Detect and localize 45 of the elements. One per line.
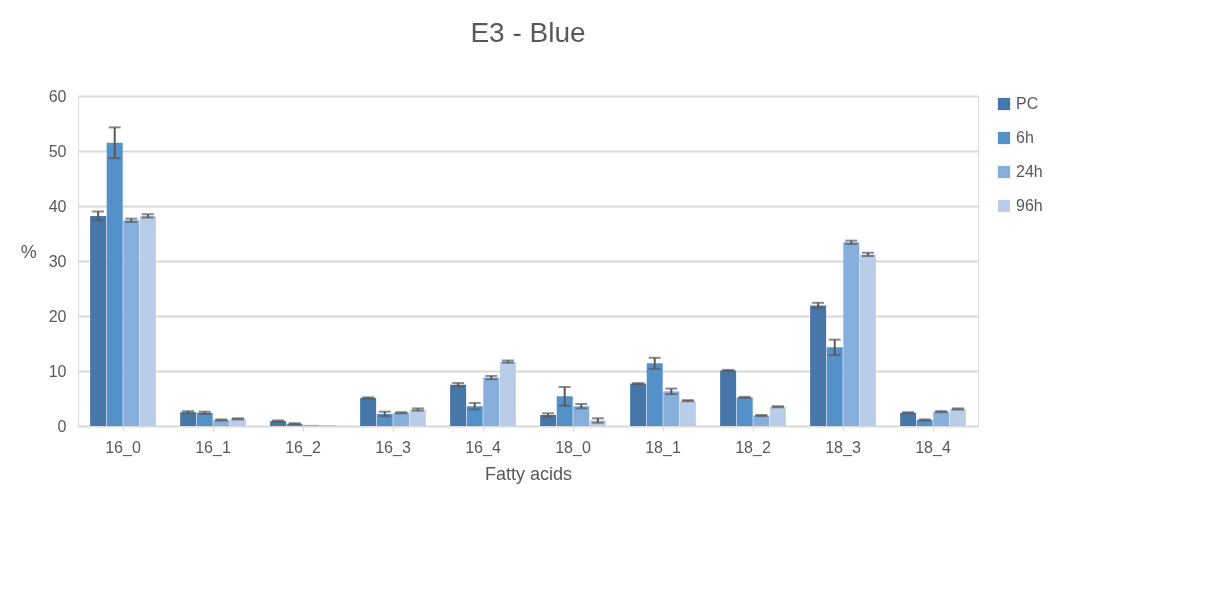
x-tick-label: 18_0 — [555, 438, 591, 457]
bar — [720, 370, 737, 426]
x-tick-label: 18_2 — [735, 438, 771, 457]
bar — [769, 406, 786, 426]
y-axis-title: % — [20, 241, 37, 262]
bar — [646, 363, 663, 426]
chart-title: E3 - Blue — [470, 17, 586, 48]
bar — [499, 361, 516, 426]
bar — [679, 400, 696, 426]
y-tick-label: 30 — [48, 252, 67, 270]
x-tick-label: 16_4 — [465, 438, 501, 457]
y-tick-label: 50 — [48, 142, 67, 160]
bar — [139, 215, 156, 426]
bar — [393, 412, 410, 426]
bar — [843, 242, 860, 426]
bar — [229, 418, 246, 426]
x-tick-label: 18_4 — [915, 438, 951, 457]
bar — [556, 396, 573, 426]
bar — [450, 384, 467, 426]
y-tick-label: 10 — [48, 362, 67, 380]
bar — [826, 347, 843, 426]
bar — [123, 220, 140, 426]
bar — [949, 408, 966, 426]
x-tick-label: 18_3 — [825, 438, 861, 457]
bar — [360, 397, 377, 426]
y-tick-label: 0 — [57, 417, 67, 435]
legend-label: 96h — [1016, 197, 1043, 214]
bar — [106, 142, 123, 426]
x-tick-label: 16_0 — [105, 438, 141, 457]
x-tick-label: 16_2 — [285, 438, 321, 457]
x-axis-title: Fatty acids — [484, 463, 573, 484]
x-tick-label: 16_3 — [375, 438, 411, 457]
y-tick-label: 40 — [48, 197, 67, 215]
y-tick-label: 60 — [48, 87, 67, 105]
bar — [900, 412, 917, 426]
x-tick-label: 18_1 — [645, 438, 681, 457]
x-tick-label: 16_1 — [195, 438, 231, 457]
bar — [409, 409, 426, 426]
bar — [736, 397, 753, 426]
legend-label: PC — [1016, 95, 1039, 112]
legend-label: 6h — [1016, 129, 1034, 146]
bar — [630, 383, 647, 426]
y-tick-label: 20 — [48, 307, 67, 325]
legend-label: 24h — [1016, 163, 1043, 180]
bar — [933, 411, 950, 426]
